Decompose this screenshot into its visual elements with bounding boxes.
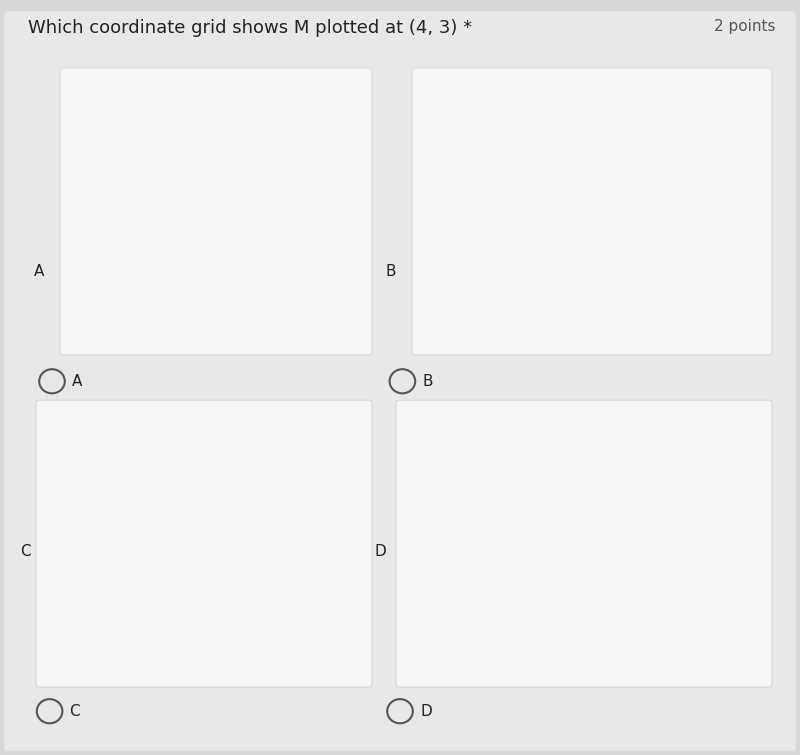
Text: 5: 5 bbox=[246, 670, 253, 680]
Text: 2 points: 2 points bbox=[714, 19, 776, 34]
Text: 7: 7 bbox=[462, 441, 469, 451]
Text: 2: 2 bbox=[538, 670, 545, 680]
Text: C: C bbox=[70, 704, 80, 719]
Text: 1: 1 bbox=[139, 337, 146, 347]
Text: 5: 5 bbox=[470, 168, 477, 178]
Text: 1: 1 bbox=[470, 286, 477, 297]
Text: 6: 6 bbox=[470, 138, 477, 149]
Text: A: A bbox=[72, 374, 82, 389]
Text: Which coordinate grid shows M plotted at (4, 3) *: Which coordinate grid shows M plotted at… bbox=[28, 19, 472, 37]
Text: 2: 2 bbox=[462, 589, 469, 599]
Text: x: x bbox=[716, 332, 722, 342]
Text: 7: 7 bbox=[470, 109, 477, 119]
Text: 0: 0 bbox=[486, 337, 493, 347]
Text: 1: 1 bbox=[127, 670, 134, 680]
Text: 3: 3 bbox=[470, 227, 477, 237]
Text: 3: 3 bbox=[575, 337, 582, 347]
Text: M: M bbox=[306, 304, 315, 313]
Text: 2: 2 bbox=[470, 257, 477, 267]
Text: 7: 7 bbox=[82, 441, 88, 451]
Text: x: x bbox=[327, 664, 334, 674]
Text: 3: 3 bbox=[93, 227, 99, 237]
Text: 5: 5 bbox=[93, 168, 99, 178]
Text: 1: 1 bbox=[93, 286, 99, 297]
Text: x: x bbox=[708, 664, 715, 674]
Text: 3: 3 bbox=[82, 559, 88, 569]
Text: 7: 7 bbox=[93, 109, 99, 119]
Text: D: D bbox=[420, 704, 432, 719]
Text: 7: 7 bbox=[686, 670, 693, 680]
Text: B: B bbox=[422, 374, 433, 389]
Text: 6: 6 bbox=[93, 138, 99, 149]
Text: 3: 3 bbox=[462, 559, 469, 569]
Text: 1: 1 bbox=[509, 670, 515, 680]
Text: 4: 4 bbox=[598, 670, 604, 680]
Text: y: y bbox=[82, 419, 88, 429]
Text: 7: 7 bbox=[317, 337, 323, 347]
Text: M: M bbox=[105, 435, 114, 445]
Text: 5: 5 bbox=[634, 337, 641, 347]
Text: M: M bbox=[612, 219, 622, 229]
Text: 4: 4 bbox=[605, 337, 611, 347]
Text: 7: 7 bbox=[305, 670, 312, 680]
Text: 0: 0 bbox=[479, 670, 486, 680]
Text: C: C bbox=[20, 544, 30, 559]
Text: y: y bbox=[470, 87, 477, 97]
Text: y: y bbox=[93, 87, 100, 97]
Text: 3: 3 bbox=[198, 337, 205, 347]
Text: 6: 6 bbox=[462, 470, 469, 481]
Text: 0: 0 bbox=[98, 670, 105, 680]
Text: 2: 2 bbox=[93, 257, 99, 267]
Text: 7: 7 bbox=[694, 337, 700, 347]
Text: A: A bbox=[34, 264, 44, 279]
Text: D: D bbox=[374, 544, 386, 559]
Text: 6: 6 bbox=[657, 670, 663, 680]
Text: 3: 3 bbox=[186, 670, 194, 680]
Text: 4: 4 bbox=[228, 337, 234, 347]
Text: 4: 4 bbox=[216, 670, 223, 680]
Text: x: x bbox=[338, 332, 346, 342]
Text: 2: 2 bbox=[157, 670, 164, 680]
Text: 1: 1 bbox=[82, 618, 88, 629]
Text: 1: 1 bbox=[516, 337, 522, 347]
Text: 4: 4 bbox=[462, 530, 469, 540]
Text: 2: 2 bbox=[82, 589, 88, 599]
Text: 1: 1 bbox=[462, 618, 469, 629]
Text: 2: 2 bbox=[169, 337, 175, 347]
Text: 5: 5 bbox=[462, 501, 469, 510]
Text: 6: 6 bbox=[664, 337, 670, 347]
Text: 4: 4 bbox=[93, 198, 99, 208]
Text: y: y bbox=[462, 419, 470, 429]
Text: 5: 5 bbox=[258, 337, 264, 347]
Text: 5: 5 bbox=[627, 670, 634, 680]
Text: B: B bbox=[386, 264, 396, 279]
Text: 6: 6 bbox=[275, 670, 282, 680]
Text: 4: 4 bbox=[470, 198, 477, 208]
Text: 3: 3 bbox=[568, 670, 574, 680]
Text: 2: 2 bbox=[546, 337, 552, 347]
Text: 6: 6 bbox=[287, 337, 294, 347]
Text: 4: 4 bbox=[82, 530, 88, 540]
Text: 0: 0 bbox=[110, 337, 116, 347]
Text: 5: 5 bbox=[82, 501, 88, 510]
Text: 6: 6 bbox=[82, 470, 88, 481]
Text: M: M bbox=[604, 523, 614, 533]
